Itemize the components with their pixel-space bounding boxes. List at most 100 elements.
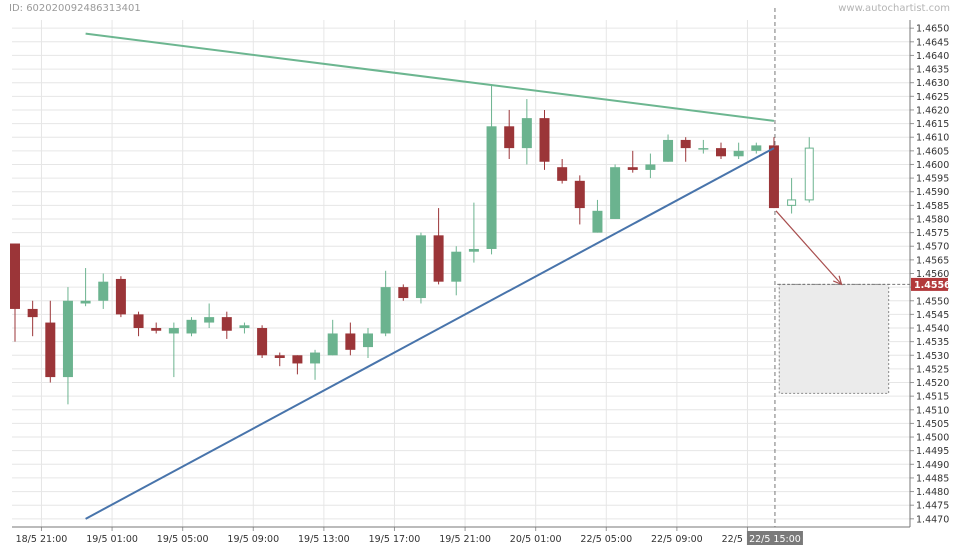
- y-tick-label: 1.4605: [916, 146, 949, 157]
- candle-body: [716, 148, 726, 157]
- candle-body: [380, 287, 391, 334]
- y-tick-label: 1.4505: [916, 419, 949, 430]
- candle-body: [610, 167, 621, 219]
- candle-body: [592, 210, 603, 233]
- candle-body: [663, 139, 674, 162]
- candle-body: [468, 248, 479, 252]
- y-tick-label: 1.4625: [916, 92, 949, 103]
- y-tick-label: 1.4535: [916, 337, 949, 348]
- x-tick-label: 18/5 21:00: [16, 534, 68, 545]
- candle-body: [415, 235, 426, 299]
- y-tick-label: 1.4560: [916, 269, 949, 280]
- candle-body: [787, 199, 797, 206]
- current-time-label: 22/5 15:00: [749, 534, 801, 545]
- candle-body: [557, 167, 568, 181]
- candle-body: [486, 126, 497, 249]
- y-tick-label: 1.4475: [916, 501, 949, 512]
- y-tick-label: 1.4575: [916, 228, 949, 239]
- y-tick-label: 1.4510: [916, 405, 949, 416]
- candle-body: [168, 328, 179, 334]
- x-tick-label: 19/5 09:00: [227, 534, 279, 545]
- y-tick-label: 1.4545: [916, 310, 949, 321]
- candle-body: [10, 243, 20, 309]
- candle-body: [310, 352, 321, 364]
- x-tick-label: 19/5 01:00: [86, 534, 138, 545]
- trendline-support: [85, 147, 775, 520]
- candle-body: [804, 147, 814, 201]
- y-tick-label: 1.4480: [916, 487, 949, 498]
- candle-body: [186, 319, 197, 334]
- current-price-tag: [911, 277, 948, 291]
- y-tick-label: 1.4495: [916, 446, 949, 457]
- candle-body: [680, 139, 691, 149]
- forecast-arrow-head: [833, 275, 843, 286]
- x-tick-label: 19/5 13:00: [298, 534, 350, 545]
- candle-body: [98, 281, 109, 301]
- candle-body: [80, 300, 91, 304]
- y-tick-label: 1.4470: [916, 514, 949, 525]
- candle-body: [451, 251, 462, 282]
- y-tick-label: 1.4630: [916, 78, 949, 89]
- candle-body: [221, 317, 232, 331]
- x-tick-label: 22/5 05:00: [580, 534, 632, 545]
- candle-body: [504, 126, 515, 149]
- watermark-url: www.autochartist.com: [838, 3, 950, 14]
- y-tick-label: 1.4515: [916, 392, 949, 403]
- candle-body: [398, 287, 409, 299]
- y-tick-label: 1.4640: [916, 51, 949, 62]
- candle-body: [292, 355, 303, 364]
- candle-body: [521, 118, 532, 149]
- candle-body: [204, 317, 215, 323]
- y-tick-label: 1.4490: [916, 460, 949, 471]
- y-tick-label: 1.4635: [916, 65, 949, 76]
- x-tick-label: 20/5 01:00: [510, 534, 562, 545]
- y-tick-label: 1.4580: [916, 214, 949, 225]
- candle-body: [645, 164, 656, 170]
- y-tick-label: 1.4565: [916, 255, 949, 266]
- y-tick-label: 1.4525: [916, 364, 949, 375]
- y-tick-label: 1.4620: [916, 105, 949, 116]
- y-tick-label: 1.4585: [916, 201, 949, 212]
- candle-body: [327, 333, 338, 356]
- candle-body: [345, 333, 356, 350]
- y-tick-label: 1.4550: [916, 296, 949, 307]
- candle-body: [627, 167, 638, 170]
- y-tick-label: 1.4590: [916, 187, 949, 198]
- y-tick-label: 1.4645: [916, 37, 949, 48]
- candle-body: [433, 235, 444, 282]
- trendline-resistance: [85, 32, 775, 122]
- candle-body: [751, 145, 762, 151]
- candle-body: [257, 328, 268, 356]
- x-tick-label: 19/5 21:00: [439, 534, 491, 545]
- y-tick-label: 1.4540: [916, 324, 949, 335]
- y-tick-label: 1.4610: [916, 133, 949, 144]
- chart-id-label: ID: 602020092486313401: [9, 3, 141, 14]
- y-tick-label: 1.4650: [916, 24, 949, 35]
- current-price-label: 1.4556: [914, 280, 951, 291]
- x-tick-label: 22/5 09:00: [651, 534, 703, 545]
- candle-body: [698, 148, 709, 150]
- forecast-arrow-line: [775, 210, 842, 285]
- candle-body: [363, 333, 373, 348]
- candle-body: [239, 325, 250, 329]
- x-tick-label: 19/5 17:00: [369, 534, 421, 545]
- y-tick-label: 1.4485: [916, 473, 949, 484]
- x-tick-label: 19/5 05:00: [157, 534, 209, 545]
- candle-body: [768, 145, 779, 209]
- candle-body: [115, 278, 126, 315]
- current-time-tag: [746, 531, 803, 545]
- y-tick-label: 1.4520: [916, 378, 949, 389]
- candle-body: [133, 314, 144, 329]
- y-tick-label: 1.4500: [916, 433, 949, 444]
- y-tick-label: 1.4595: [916, 174, 949, 185]
- candle-body: [27, 308, 38, 318]
- candle-body: [733, 150, 744, 157]
- forecast-zone: [778, 283, 890, 394]
- y-tick-label: 1.4570: [916, 242, 949, 253]
- y-tick-label: 1.4615: [916, 119, 949, 130]
- candle-body: [274, 355, 285, 358]
- candle-body: [574, 180, 585, 209]
- candle-body: [539, 118, 550, 162]
